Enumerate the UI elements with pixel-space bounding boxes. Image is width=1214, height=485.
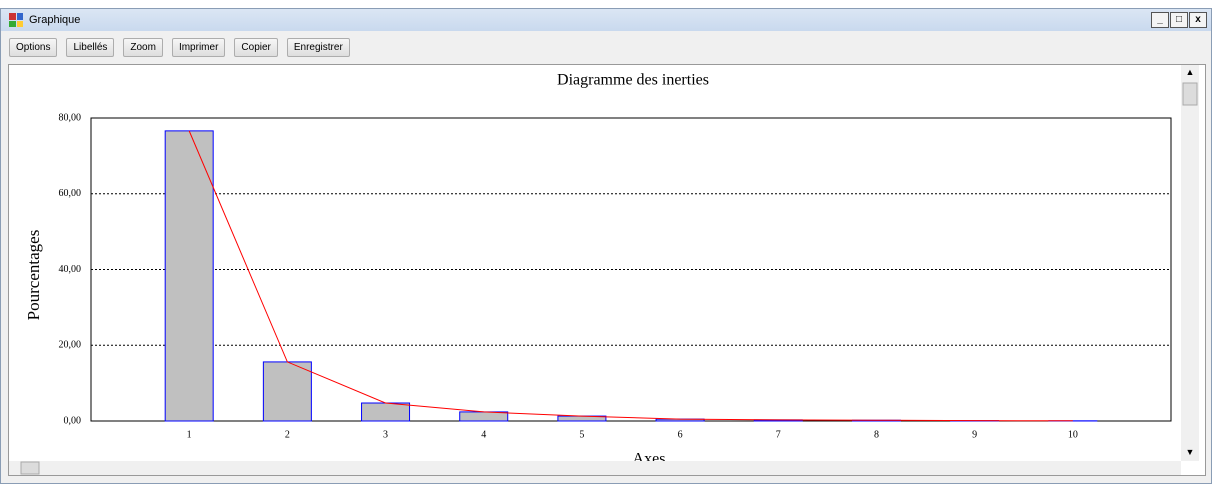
toolbar-button[interactable]: Zoom — [123, 37, 163, 57]
vertical-scrollbar[interactable] — [1181, 65, 1199, 461]
chart-pane: Diagramme des inerties Axes Pourcentages… — [8, 64, 1206, 476]
toolbar-button[interactable]: Options — [9, 37, 58, 57]
y-tick-label: 0,00 — [64, 415, 82, 426]
app-icon — [9, 13, 23, 27]
x-tick-label: 5 — [579, 429, 584, 440]
toolbar: Options Libellés Zoom Imprimer Copier Enregis… — [1, 31, 1211, 63]
x-tick-label: 9 — [972, 429, 977, 440]
bar — [459, 411, 509, 422]
minimize-button[interactable]: _ — [1151, 12, 1169, 28]
y-tick-label: 60,00 — [59, 188, 82, 199]
x-tick-label: 8 — [874, 429, 879, 440]
x-tick-label: 1 — [187, 429, 192, 440]
x-tick-label: 4 — [481, 429, 486, 440]
bar — [361, 402, 411, 422]
scroll-up[interactable]: ▲ — [1186, 67, 1195, 77]
x-tick-label: 6 — [678, 429, 683, 440]
toolbar-button[interactable]: Libellés — [66, 37, 115, 57]
y-tick-label: 40,00 — [59, 264, 82, 275]
toolbar-button[interactable]: Imprimer — [171, 37, 226, 57]
x-tick-label: 7 — [776, 429, 781, 440]
bar — [164, 130, 214, 422]
horizontal-scrollbar[interactable] — [9, 461, 1181, 475]
toolbar-button[interactable]: Copier — [234, 37, 278, 57]
y-axis-label: Pourcentages — [24, 230, 43, 321]
scroll-thumb[interactable] — [1182, 82, 1198, 106]
chart-title: Diagramme des inerties — [557, 72, 709, 89]
trend-line — [188, 130, 1073, 422]
y-tick-label: 20,00 — [59, 340, 82, 351]
scroll-down[interactable]: ▼ — [1186, 447, 1195, 457]
maximize-button[interactable]: □ — [1170, 12, 1188, 28]
bar — [262, 361, 312, 422]
toolbar-button[interactable]: Enregistrer — [286, 37, 350, 57]
title-bar: Graphique _ □ x — [1, 9, 1211, 31]
close-button[interactable]: x — [1189, 12, 1207, 28]
y-tick-label: 80,00 — [59, 112, 82, 123]
x-tick-label: 3 — [383, 429, 388, 440]
scroll-thumb-h[interactable] — [20, 461, 40, 475]
chart: Diagramme des inerties Axes Pourcentages… — [9, 65, 1199, 475]
x-tick-label: 2 — [285, 429, 290, 440]
window-title: Graphique — [29, 14, 81, 26]
x-tick-label: 10 — [1068, 429, 1078, 440]
